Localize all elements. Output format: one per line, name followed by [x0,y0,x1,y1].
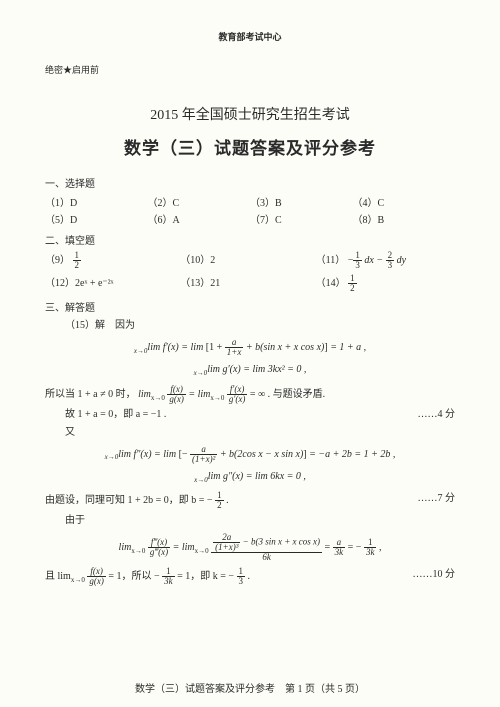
k-c: = 1，即 k = − [177,571,234,582]
line-k: 且 limx→0 f(x)g(x) = 1，所以 − 13k = 1，即 k =… [45,567,455,586]
eq1-a: 1 + [209,342,222,353]
eq3-a: − [182,448,188,459]
choice-row-2: （5）D （6）A （7）C （8）B [45,211,455,226]
fill-9-label: （9） [45,255,70,266]
fill-10: （10）2 [180,251,315,270]
line-b: 由题设，同理可知 1 + 2b = 0，即 b = − 12 . ……7 分 [45,491,455,510]
score-10: ……10 分 [413,567,456,582]
section-solve: 三、解答题 [45,299,455,314]
fill-9-den: 2 [73,261,82,270]
contra-b: lim [138,388,151,399]
eq5-eq2: = − [348,542,362,553]
eq-5: limx→0 f‴(x)g‴(x) = limx→0 2a(1+x)³ − b(… [45,533,455,562]
k-a: 且 lim [45,571,71,582]
line-you: 又 [45,425,455,440]
choice-4: （4）C [353,194,456,209]
eq5-tail: , [379,542,382,553]
eq3-mid: + b(2cos x − x sin x) [220,448,303,459]
eq-4: x→0lim g″(x) = lim 6kx = 0 , [45,469,455,486]
choice-8: （8）B [353,211,456,226]
fill-14-label: （14） [316,278,346,289]
fill-11-label: （11） [316,255,346,266]
choice-6: （6）A [148,211,251,226]
confidential-label: 绝密★启用前 [45,63,455,76]
header-org: 教育部考试中心 [45,30,455,43]
fill-row-2: （12）2eˣ + e⁻²ˣ （13）21 （14） 12 [45,274,455,293]
eq5-eq: = [325,542,333,553]
eq4-text: lim g″(x) = lim 6kx = 0 , [208,471,306,482]
fill-14-den: 2 [348,284,357,293]
k-d: . [248,571,251,582]
choice-2: （2）C [148,194,251,209]
eq5-pre: lim [119,542,132,553]
score-7: ……7 分 [418,491,456,506]
score-4: ……4 分 [398,407,456,422]
contra-den2: g′(x) [227,395,247,404]
fill-14: （14） 12 [316,274,451,293]
eq1-pre: lim f′(x) = lim [147,342,203,353]
eq5-mid: = lim [173,542,195,553]
eq1-post: = 1 + a , [330,342,366,353]
eq-1: x→0lim f′(x) = lim [1 + a1+x + b(sin x +… [45,338,455,357]
fill-11-den1: 3 [353,261,362,270]
eq5-topden: (1+x)³ [213,543,240,552]
choice-7: （7）C [250,211,353,226]
eq3-pre: lim f″(x) = lim [118,448,176,459]
eq1-mid: + b(sin x + x cos x) [246,342,324,353]
eq5-denb: 3k [333,548,346,557]
q15-head: （15）解 因为 [45,318,455,333]
fill-12: （12）2eˣ + e⁻²ˣ [45,274,180,293]
so-a-text: 故 1 + a = 0，即 a = −1 . [65,409,166,420]
eq3-dena: (1+x)² [190,455,217,464]
eq-2: x→0lim g′(x) = lim 3kx² = 0 , [45,362,455,379]
fill-11-mid: dx − [364,255,383,266]
eq5-topmid: − b(3 sin x + x cos x) [243,536,320,546]
fill-11-den2: 3 [386,261,395,270]
line-contradiction: 所以当 1 + a ≠ 0 时， limx→0 f(x)g(x) = limx→… [45,385,455,404]
k-den1: g(x) [87,577,106,586]
eq2-text: lim g′(x) = lim 3kx² = 0 , [207,364,306,375]
title-year: 2015 年全国硕士研究生招生考试 [45,104,455,124]
b-tail: . [226,495,229,506]
fill-13: （13）21 [180,274,315,293]
eq5-dena: g‴(x) [148,548,170,557]
section-choice: 一、选择题 [45,175,455,190]
choice-3: （3）B [250,194,353,209]
choice-row-1: （1）D （2）C （3）B （4）C [45,194,455,209]
eq3-post: = −a + 2b = 1 + 2b , [309,448,395,459]
eq5-denc: 3k [364,548,377,557]
k-den3: 3 [237,577,246,586]
page-footer: 数学（三）试题答案及评分参考 第 1 页（共 5 页） [0,680,500,695]
fill-9: （9） 12 [45,251,180,270]
contra-d: = ∞ . 与题设矛盾. [250,388,325,399]
eq-3: x→0lim f″(x) = lim [− a(1+x)² + b(2cos x… [45,445,455,464]
fill-11-tail: dy [397,255,406,266]
k-b: = 1，所以 − [108,571,159,582]
choice-5: （5）D [45,211,148,226]
b-den: 2 [215,501,224,510]
eq5-bot: 6k [211,553,322,562]
line-youyu: 由于 [45,513,455,528]
line-so-a: 故 1 + a = 0，即 a = −1 . ……4 分 [45,407,455,422]
contra-c: = lim [188,388,210,399]
exam-page: 教育部考试中心 绝密★启用前 2015 年全国硕士研究生招生考试 数学（三）试题… [0,0,500,707]
contra-a: 所以当 1 + a ≠ 0 时， [45,388,136,399]
line-b-text: 由题设，同理可知 1 + 2b = 0，即 b = − [45,495,213,506]
section-fill: 二、填空题 [45,232,455,247]
k-den2: 3k [162,577,175,586]
fill-row-1: （9） 12 （10）2 （11） −13 dx − 23 dy [45,251,455,270]
fill-11: （11） −13 dx − 23 dy [316,251,451,270]
eq1-dena: 1+x [225,348,244,357]
choice-1: （1）D [45,194,148,209]
contra-den: g(x) [167,395,186,404]
title-subject: 数学（三）试题答案及评分参考 [45,134,455,159]
